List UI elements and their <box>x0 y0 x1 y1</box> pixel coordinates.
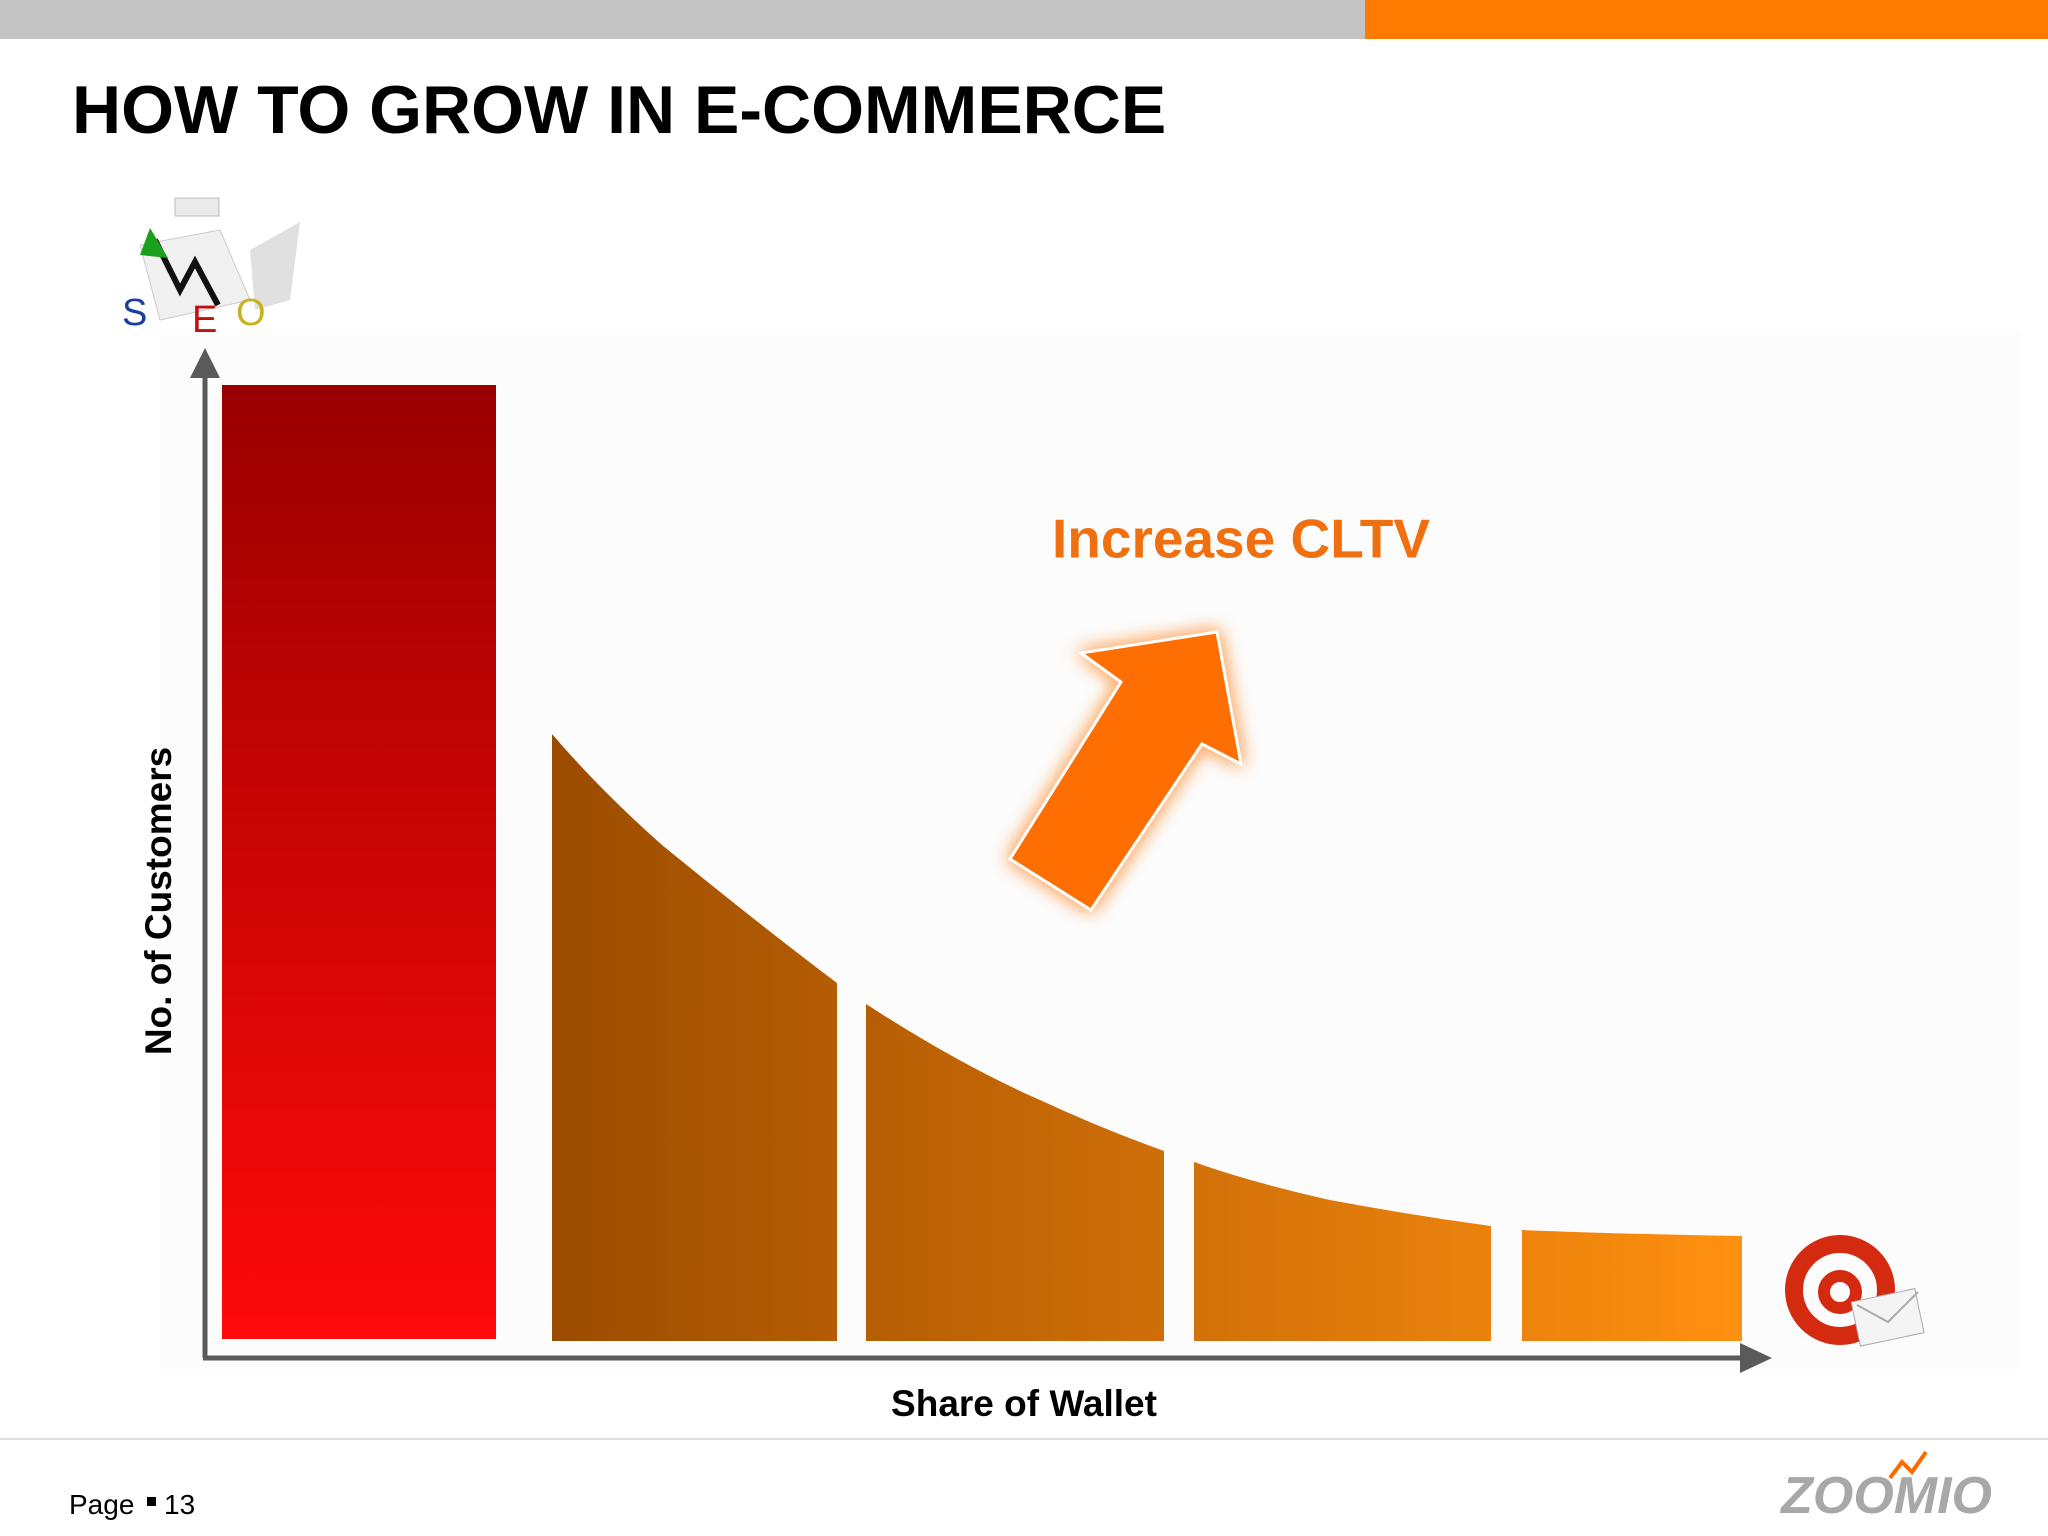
increase-arrow <box>1007 630 1244 913</box>
brand-mark <box>1888 1450 1928 1480</box>
slide-title: HOW TO GROW IN E-COMMERCE <box>72 72 1166 148</box>
seo-letter: S <box>122 292 147 334</box>
tail-segment <box>552 734 837 1341</box>
tail-segment <box>1194 1162 1491 1341</box>
y-axis-label: No. of Customers <box>138 747 179 1055</box>
x-axis-arrow <box>1740 1343 1772 1373</box>
separator <box>147 1497 156 1506</box>
annotation: Increase CLTV <box>1052 508 1430 570</box>
head-bar <box>222 385 496 1339</box>
top-bar <box>0 0 1365 39</box>
top-bar-accent <box>1365 0 2048 39</box>
page-label: Page <box>69 1489 134 1520</box>
seo-letter: E <box>192 299 217 341</box>
y-axis-arrow <box>190 348 220 378</box>
seo-letter: O <box>236 292 266 334</box>
x-axis-label: Share of Wallet <box>891 1383 1157 1424</box>
brand-logo: ZOOMIO <box>1779 1467 1992 1525</box>
seo-icon: S E O <box>122 197 300 341</box>
tail-segment <box>866 1004 1164 1341</box>
tail-segment <box>1522 1230 1742 1341</box>
page-number: 13 <box>164 1489 195 1520</box>
email-icon <box>1785 1235 1925 1347</box>
